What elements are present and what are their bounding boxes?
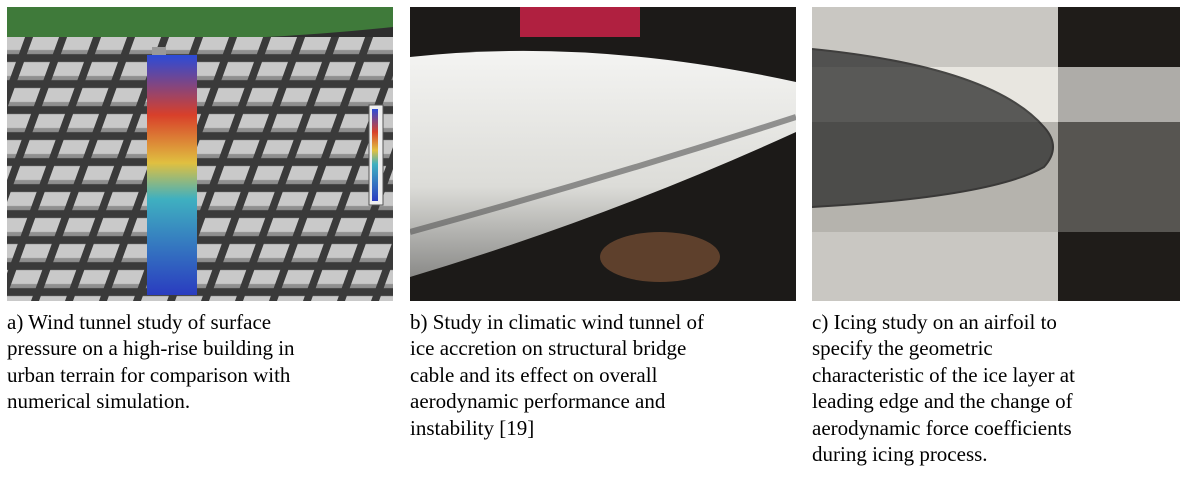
- photo-iced-airfoil: [812, 7, 1180, 301]
- caption-line: characteristic of the ice layer at: [812, 362, 1180, 388]
- caption-line: aerodynamic force coefficients: [812, 415, 1180, 441]
- caption-line: urban terrain for comparison with: [7, 362, 393, 388]
- caption-line: cable and its effect on overall: [410, 362, 796, 388]
- caption-line: during icing process.: [812, 441, 1180, 467]
- photo-iced-cable: [410, 7, 796, 301]
- figure-page: {"figures": [ {"caption_lines": ["a) Win…: [0, 0, 1189, 482]
- caption-line: b) Study in climatic wind tunnel of: [410, 309, 796, 335]
- caption-line: aerodynamic performance and: [410, 388, 796, 414]
- caption-line: c) Icing study on an airfoil to: [812, 309, 1180, 335]
- caption-line: specify the geometric: [812, 335, 1180, 361]
- caption-line: pressure on a high-rise building in: [7, 335, 393, 361]
- caption-line: ice accretion on structural bridge: [410, 335, 796, 361]
- caption-line: a) Wind tunnel study of surface: [7, 309, 393, 335]
- photo-city-model: [7, 7, 393, 301]
- caption-line: instability [19]: [410, 415, 796, 441]
- caption-line: leading edge and the change of: [812, 388, 1180, 414]
- caption-line: numerical simulation.: [7, 388, 393, 414]
